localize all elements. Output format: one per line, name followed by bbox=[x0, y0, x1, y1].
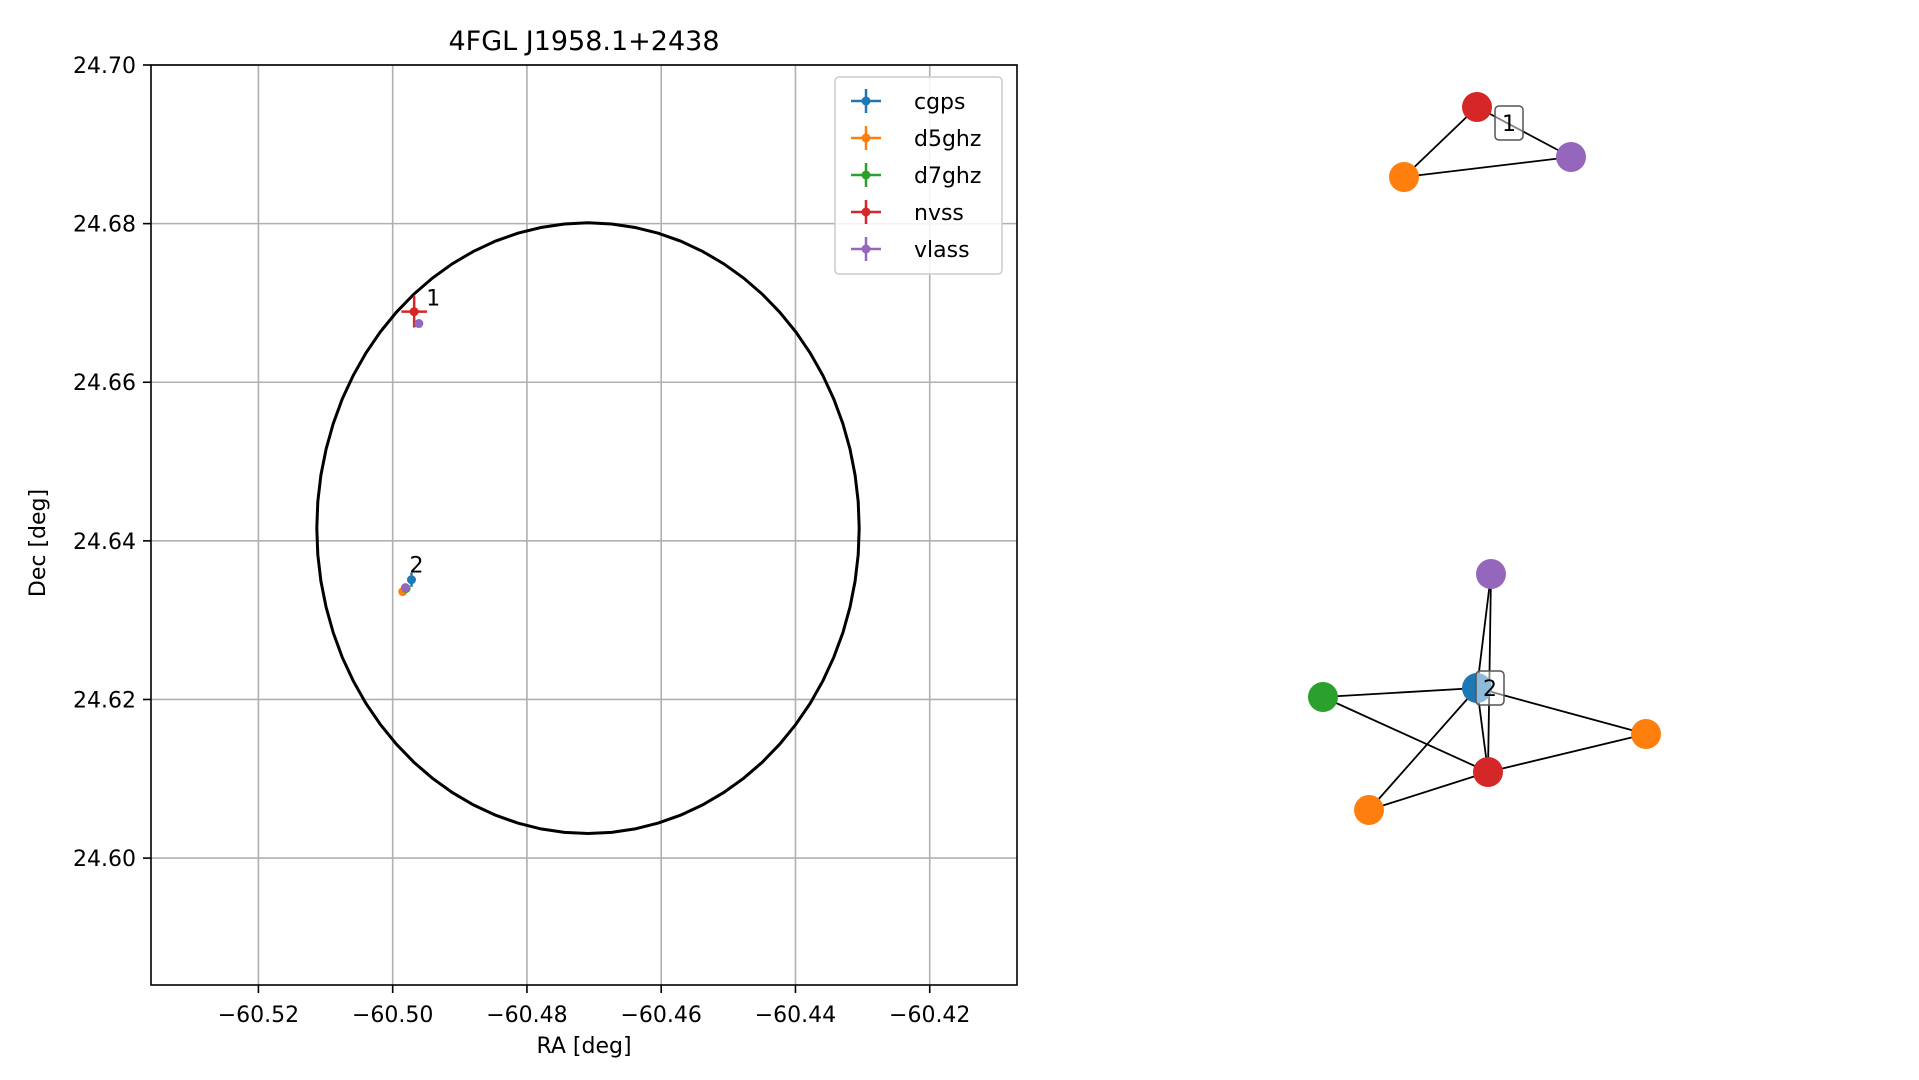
network-label: 2 bbox=[1483, 677, 1497, 702]
x-tick-label: −60.48 bbox=[486, 1003, 567, 1028]
network-edge bbox=[1368, 771, 1489, 811]
x-axis-label: RA [deg] bbox=[536, 1034, 631, 1059]
legend-marker bbox=[861, 170, 871, 180]
marker bbox=[406, 575, 416, 585]
source-annotations: 12 bbox=[409, 286, 440, 578]
network-node bbox=[1389, 162, 1419, 192]
x-tick-label: −60.50 bbox=[352, 1003, 433, 1028]
y-tick-label: 24.70 bbox=[73, 54, 136, 79]
network-node bbox=[1631, 719, 1661, 749]
legend-entry-d7ghz: d7ghz bbox=[851, 163, 981, 189]
legend-entry-d5ghz: d5ghz bbox=[851, 126, 981, 152]
network-group-2: 2 bbox=[1308, 559, 1661, 825]
x-tick-label: −60.52 bbox=[218, 1003, 299, 1028]
plot-frame bbox=[150, 64, 1018, 986]
network-label-box bbox=[1475, 670, 1505, 706]
network-edge bbox=[1322, 687, 1478, 698]
x-tick-label: −60.46 bbox=[620, 1003, 701, 1028]
point-vlass bbox=[414, 319, 424, 329]
y-tick-label: 24.68 bbox=[73, 213, 136, 238]
legend-marker bbox=[861, 244, 871, 254]
y-tick-label: 24.66 bbox=[73, 371, 136, 396]
y-tick-label: 24.64 bbox=[73, 530, 136, 555]
source-label: 2 bbox=[409, 554, 423, 579]
network-node bbox=[1476, 559, 1506, 589]
legend-marker bbox=[861, 207, 871, 217]
x-ticks: −60.52 −60.50 −60.48 −60.46 −60.44 −60.42 bbox=[218, 985, 970, 1028]
y-axis-label: Dec [deg] bbox=[26, 489, 51, 597]
marker bbox=[409, 307, 419, 317]
marker bbox=[400, 583, 410, 593]
point-cgps bbox=[406, 572, 416, 587]
legend-label: nvss bbox=[914, 201, 964, 226]
legend-frame bbox=[834, 76, 1003, 275]
y-tick-label: 24.60 bbox=[73, 847, 136, 872]
x-tick-label: −60.42 bbox=[889, 1003, 970, 1028]
network-node bbox=[1462, 92, 1492, 122]
legend-label: vlass bbox=[914, 238, 970, 263]
chart-title: 4FGL J1958.1+2438 bbox=[448, 26, 719, 57]
network-edge bbox=[1403, 156, 1572, 178]
network-node bbox=[1308, 682, 1338, 712]
marker bbox=[414, 319, 424, 329]
match-network: 12 bbox=[1308, 92, 1661, 825]
network-edge bbox=[1476, 687, 1647, 735]
network-edge bbox=[1476, 106, 1572, 158]
legend-label: d5ghz bbox=[914, 127, 981, 152]
source-points bbox=[398, 295, 427, 597]
network-label: 1 bbox=[1502, 112, 1516, 137]
legend-label: d7ghz bbox=[914, 164, 981, 189]
y-tick-label: 24.62 bbox=[73, 688, 136, 713]
legend-label: cgps bbox=[914, 90, 966, 115]
network-edge bbox=[1322, 696, 1489, 773]
legend-entry-cgps: cgps bbox=[851, 89, 966, 115]
network-edge bbox=[1403, 106, 1478, 178]
point-vlass bbox=[400, 583, 410, 593]
legend-entry-nvss: nvss bbox=[851, 200, 964, 226]
network-group-1: 1 bbox=[1389, 92, 1586, 192]
source-label: 1 bbox=[426, 286, 440, 311]
network-node bbox=[1354, 795, 1384, 825]
network-edge bbox=[1368, 687, 1478, 811]
legend-marker bbox=[861, 96, 871, 106]
network-node bbox=[1556, 142, 1586, 172]
localization-ellipse bbox=[315, 221, 861, 836]
network-label-box bbox=[1494, 105, 1524, 141]
point-nvss bbox=[401, 295, 427, 328]
network-edge bbox=[1476, 573, 1492, 689]
legend: cgps d5ghz d7ghz nvss vlass bbox=[834, 76, 1003, 275]
y-ticks: 24.60 24.62 24.64 24.66 24.68 24.70 bbox=[73, 54, 151, 872]
x-tick-label: −60.44 bbox=[755, 1003, 836, 1028]
network-node bbox=[1473, 757, 1503, 787]
network-edge bbox=[1487, 733, 1647, 773]
sky-plot: −60.52 −60.50 −60.48 −60.46 −60.44 −60.42 24.… bbox=[26, 26, 1018, 1059]
legend-marker bbox=[861, 133, 871, 143]
legend-entry-vlass: vlass bbox=[851, 237, 970, 263]
